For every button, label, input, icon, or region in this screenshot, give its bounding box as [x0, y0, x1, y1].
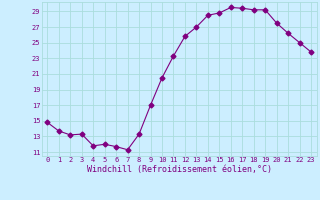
X-axis label: Windchill (Refroidissement éolien,°C): Windchill (Refroidissement éolien,°C) [87, 165, 272, 174]
